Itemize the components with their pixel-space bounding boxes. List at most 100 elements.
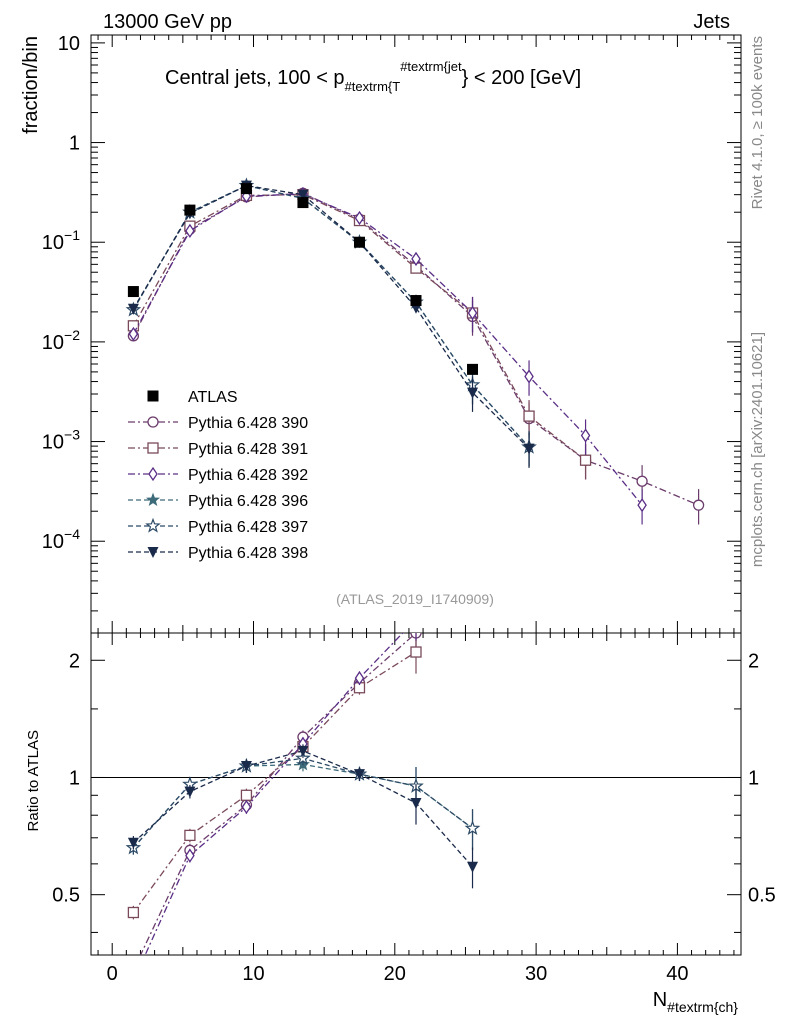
- data-point: [692, 499, 705, 511]
- series-layer: [125, 177, 705, 987]
- legend-label: Pythia 6.428 392: [188, 467, 308, 484]
- ratio-line: [132, 763, 473, 849]
- x-tick-label: 10: [242, 963, 264, 985]
- data-point: [523, 443, 535, 455]
- series-line: [132, 194, 586, 461]
- top-panel-series: [125, 177, 705, 525]
- top-y-tick-label: 10−2: [42, 327, 80, 354]
- legend-label: Pythia 6.428 398: [188, 545, 308, 562]
- series-line: [132, 184, 530, 450]
- x-tick-label: 40: [666, 963, 688, 985]
- data-point: [637, 498, 647, 513]
- series-line: [132, 193, 643, 506]
- ratio-point: [412, 613, 420, 625]
- title-sup: #textrm{jet: [400, 59, 462, 74]
- legend-label: Pythia 6.428 391: [188, 441, 308, 458]
- ratio-line: [139, 633, 417, 955]
- ratio-point: [184, 786, 196, 798]
- energy-label: 13000 GeV pp: [103, 11, 232, 33]
- x-axis-label: N#textrm{ch}: [653, 989, 739, 1015]
- data-point: [185, 223, 195, 239]
- ratio-point: [354, 670, 365, 686]
- ratio-line: [144, 633, 404, 955]
- bottom-y-tick-label-left: 0.5: [52, 885, 80, 907]
- legend-marker: [145, 492, 161, 506]
- top-y-tick-label: 10−3: [42, 427, 80, 454]
- title-tail: } < 200 [GeV]: [462, 67, 582, 89]
- legend: ATLAS Pythia 6.428 390 Pythia 6.428 391 Pyt…: [128, 389, 308, 562]
- reference-point: [353, 236, 365, 248]
- legend-label-reference: ATLAS: [188, 389, 238, 406]
- mcplots-label: mcplots.cern.ch [arXiv:2401.10621]: [749, 332, 766, 567]
- series-line: [132, 184, 530, 448]
- legend-marker-reference: [147, 390, 159, 402]
- category-label: Jets: [693, 11, 730, 33]
- top-panel-frame: [90, 34, 742, 634]
- data-point: [523, 410, 535, 422]
- reference-point: [127, 286, 139, 298]
- x-tick-label: 20: [384, 963, 406, 985]
- reference-point: [467, 363, 479, 375]
- x-tick-label: 0: [107, 963, 118, 985]
- title-main: Central jets, 100 < p: [165, 67, 345, 89]
- ratio-point: [240, 761, 252, 773]
- reference-point: [184, 204, 196, 216]
- ratio-point: [464, 820, 481, 836]
- top-y-tick-label: 10−1: [42, 227, 80, 254]
- axes-layer: 0 10 20 30 40 10 1 10−1 10−2 10−3 10−4 2 2 1 1 0.5 0.5: [42, 33, 776, 985]
- data-point: [127, 303, 139, 315]
- data-point: [354, 210, 365, 226]
- top-y-tick-label: 1: [69, 133, 80, 155]
- reference-series: [127, 183, 479, 375]
- reference-point: [410, 295, 422, 307]
- ratio-point: [467, 861, 479, 873]
- ratio-series-2: [127, 633, 422, 920]
- reference-point: [297, 197, 309, 209]
- ratio-point: [241, 799, 252, 815]
- ratio-point: [185, 848, 195, 863]
- plot-title: Central jets, 100 < p#textrm{T #textrm{je…: [165, 59, 581, 94]
- ratio-point: [410, 646, 422, 658]
- top-y-tick-label: 10: [58, 33, 80, 55]
- x-axis-label-sub: #textrm{ch}: [667, 999, 738, 1015]
- data-point: [580, 428, 591, 443]
- data-point: [636, 475, 648, 487]
- data-point: [467, 305, 478, 321]
- rivet-label: Rivet 4.1.0, ≥ 100k events: [749, 36, 766, 209]
- y-axis-label-bottom: Ratio to ATLAS: [25, 730, 42, 831]
- ratio-panel-series: [125, 613, 481, 987]
- x-axis-label-main: N: [653, 989, 667, 1011]
- data-point: [128, 326, 139, 342]
- ratio-point: [240, 789, 253, 801]
- legend-marker: [148, 466, 158, 482]
- title-sub: #textrm{T: [345, 79, 401, 94]
- bottom-y-tick-label-left: 1: [69, 767, 80, 789]
- data-point: [411, 251, 421, 267]
- bottom-y-tick-label-right: 1: [748, 767, 759, 789]
- bottom-y-tick-label-right: 2: [748, 650, 759, 672]
- ratio-point: [127, 837, 139, 849]
- ratio-series-4: [126, 757, 480, 855]
- series-2: [127, 189, 592, 480]
- y-axis-label-top: fraction/bin: [20, 36, 42, 134]
- legend-label: Pythia 6.428 396: [188, 493, 308, 510]
- data-point: [524, 369, 534, 384]
- data-point: [467, 387, 479, 399]
- ratio-point: [297, 745, 309, 757]
- legend-marker: [147, 547, 159, 558]
- ratio-series-3: [129, 613, 420, 987]
- legend-label: Pythia 6.428 390: [188, 415, 308, 432]
- ratio-point: [410, 797, 422, 809]
- top-y-tick-label: 10−4: [42, 526, 80, 553]
- legend-marker: [147, 442, 159, 454]
- ratio-line: [132, 651, 417, 913]
- legend-marker: [147, 416, 159, 428]
- ratio-series-1: [139, 633, 422, 955]
- ratio-line: [132, 757, 473, 849]
- ratio-point: [184, 829, 196, 842]
- ratio-point: [127, 906, 140, 919]
- analysis-id: (ATLAS_2019_I1740909): [336, 591, 494, 607]
- bottom-y-tick-label-left: 2: [69, 650, 80, 672]
- ratio-point: [129, 975, 137, 987]
